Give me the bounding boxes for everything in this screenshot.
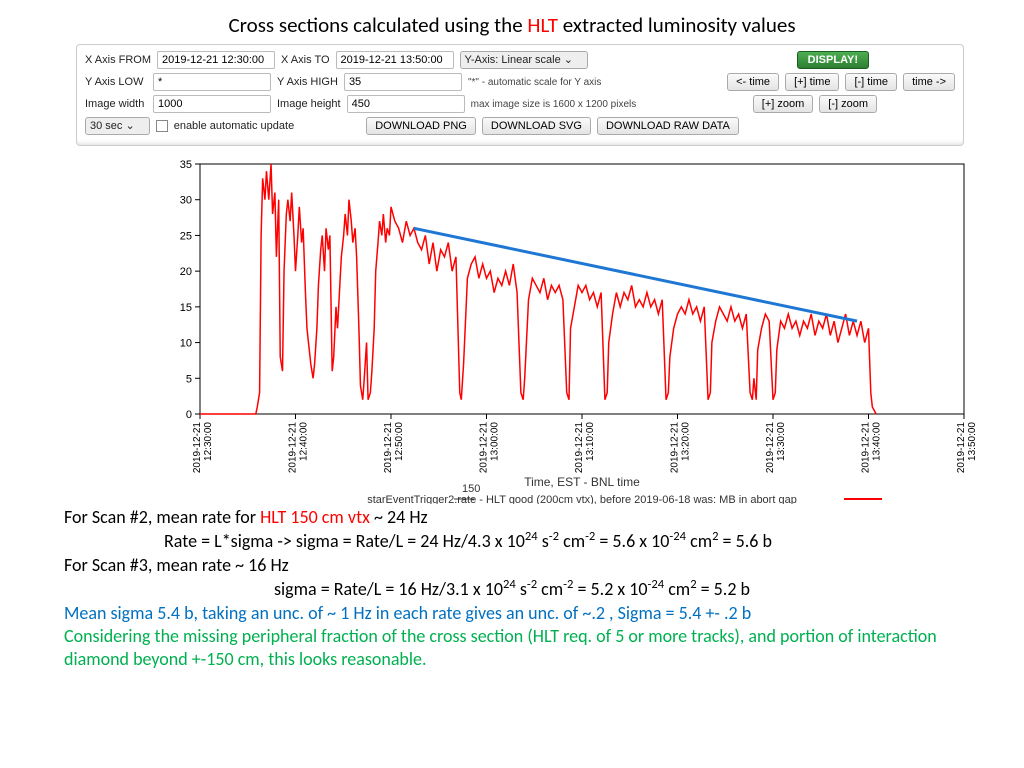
yhint: "*" - automatic scale for Y axis bbox=[468, 77, 601, 88]
svg-text:Time, EST - BNL time: Time, EST - BNL time bbox=[524, 475, 640, 489]
svg-text:25: 25 bbox=[180, 230, 192, 242]
control-panel: X Axis FROM X Axis TO Y-Axis: Linear sca… bbox=[76, 44, 964, 146]
svg-text:2019-12-21: 2019-12-21 bbox=[670, 422, 681, 474]
auto-update-label: enable automatic update bbox=[174, 120, 294, 132]
analysis-line-6: Considering the missing peripheral fract… bbox=[64, 625, 994, 672]
svg-text:13:30:00: 13:30:00 bbox=[776, 422, 787, 461]
chart-svg: 051015202530352019-12-2112:30:002019-12-… bbox=[20, 154, 1004, 504]
svg-text:2019-12-21: 2019-12-21 bbox=[479, 422, 490, 474]
analysis-line-4: sigma = Rate/L = 16 Hz/3.1 x 1024 s-2 cm… bbox=[64, 577, 994, 601]
time-back-button[interactable]: <- time bbox=[727, 73, 779, 91]
control-row-3: Image width Image height max image size … bbox=[85, 95, 955, 113]
xfrom-label: X Axis FROM bbox=[85, 54, 151, 66]
svg-text:13:10:00: 13:10:00 bbox=[585, 422, 596, 461]
analysis-line-3: For Scan #3, mean rate ~ 16 Hz bbox=[64, 554, 994, 577]
title-a: Cross sections calculated using the bbox=[228, 12, 527, 38]
svg-text:2019-12-21: 2019-12-21 bbox=[765, 422, 776, 474]
imhint: max image size is 1600 x 1200 pixels bbox=[471, 99, 637, 110]
control-row-2: Y Axis LOW Y Axis HIGH "*" - automatic s… bbox=[85, 73, 955, 91]
control-row-4: 30 sec ⌄ enable automatic update DOWNLOA… bbox=[85, 117, 955, 135]
imheight-input[interactable] bbox=[347, 95, 465, 113]
time-plus-button[interactable]: [+] time bbox=[785, 73, 839, 91]
imheight-label: Image height bbox=[277, 98, 341, 110]
xto-input[interactable] bbox=[336, 51, 454, 69]
svg-text:13:20:00: 13:20:00 bbox=[681, 422, 692, 461]
page-title: Cross sections calculated using the HLT … bbox=[20, 12, 1004, 38]
download-svg-button[interactable]: DOWNLOAD SVG bbox=[482, 117, 591, 135]
zoom-out-button[interactable]: [-] zoom bbox=[819, 95, 877, 113]
download-raw-button[interactable]: DOWNLOAD RAW DATA bbox=[597, 117, 739, 135]
display-button[interactable]: DISPLAY! bbox=[797, 51, 869, 69]
analysis-line-5: Mean sigma 5.4 b, taking an unc. of ~ 1 … bbox=[64, 602, 994, 625]
yhigh-label: Y Axis HIGH bbox=[277, 76, 338, 88]
imwidth-input[interactable] bbox=[153, 95, 271, 113]
svg-text:20: 20 bbox=[180, 266, 192, 278]
svg-text:13:00:00: 13:00:00 bbox=[490, 422, 501, 461]
svg-text:2019-12-21: 2019-12-21 bbox=[956, 422, 967, 474]
analysis-line-2: Rate = L*sigma -> sigma = Rate/L = 24 Hz… bbox=[64, 529, 994, 553]
title-b: extracted luminosity values bbox=[558, 12, 796, 38]
svg-text:30: 30 bbox=[180, 195, 192, 207]
svg-text:13:40:00: 13:40:00 bbox=[872, 422, 883, 461]
svg-text:2019-12-21: 2019-12-21 bbox=[574, 422, 585, 474]
control-row-1: X Axis FROM X Axis TO Y-Axis: Linear sca… bbox=[85, 51, 955, 69]
svg-text:10: 10 bbox=[180, 338, 192, 350]
svg-text:2019-12-21: 2019-12-21 bbox=[192, 422, 203, 474]
xfrom-input[interactable] bbox=[157, 51, 275, 69]
time-minus-button[interactable]: [-] time bbox=[845, 73, 897, 91]
ylow-input[interactable] bbox=[153, 73, 271, 91]
analysis-text: For Scan #2, mean rate for HLT 150 cm vt… bbox=[64, 506, 994, 672]
time-fwd-button[interactable]: time -> bbox=[903, 73, 955, 91]
yhigh-input[interactable] bbox=[344, 73, 462, 91]
download-png-button[interactable]: DOWNLOAD PNG bbox=[366, 117, 476, 135]
xto-label: X Axis TO bbox=[281, 54, 330, 66]
yscale-select[interactable]: Y-Axis: Linear scale ⌄ bbox=[460, 51, 588, 69]
svg-text:15: 15 bbox=[180, 302, 192, 314]
svg-text:35: 35 bbox=[180, 159, 192, 171]
auto-update-checkbox[interactable] bbox=[156, 120, 168, 132]
svg-text:2019-12-21: 2019-12-21 bbox=[861, 422, 872, 474]
svg-text:2019-12-21: 2019-12-21 bbox=[383, 422, 394, 474]
svg-text:starEventTrigger2.rate - HLT g: starEventTrigger2.rate - HLT good (200cm… bbox=[367, 494, 797, 504]
imwidth-label: Image width bbox=[85, 98, 147, 110]
ylow-label: Y Axis LOW bbox=[85, 76, 147, 88]
svg-text:12:40:00: 12:40:00 bbox=[299, 422, 310, 461]
svg-text:2019-12-21: 2019-12-21 bbox=[288, 422, 299, 474]
svg-text:12:30:00: 12:30:00 bbox=[203, 422, 214, 461]
refresh-select[interactable]: 30 sec ⌄ bbox=[85, 117, 150, 135]
chart-area: 051015202530352019-12-2112:30:002019-12-… bbox=[20, 154, 1004, 504]
zoom-in-button[interactable]: [+] zoom bbox=[753, 95, 814, 113]
svg-text:5: 5 bbox=[186, 373, 192, 385]
svg-text:0: 0 bbox=[186, 409, 192, 421]
analysis-line-1: For Scan #2, mean rate for HLT 150 cm vt… bbox=[64, 506, 994, 529]
svg-text:12:50:00: 12:50:00 bbox=[394, 422, 405, 461]
svg-text:13:50:00: 13:50:00 bbox=[967, 422, 978, 461]
title-hlt: HLT bbox=[527, 12, 558, 38]
